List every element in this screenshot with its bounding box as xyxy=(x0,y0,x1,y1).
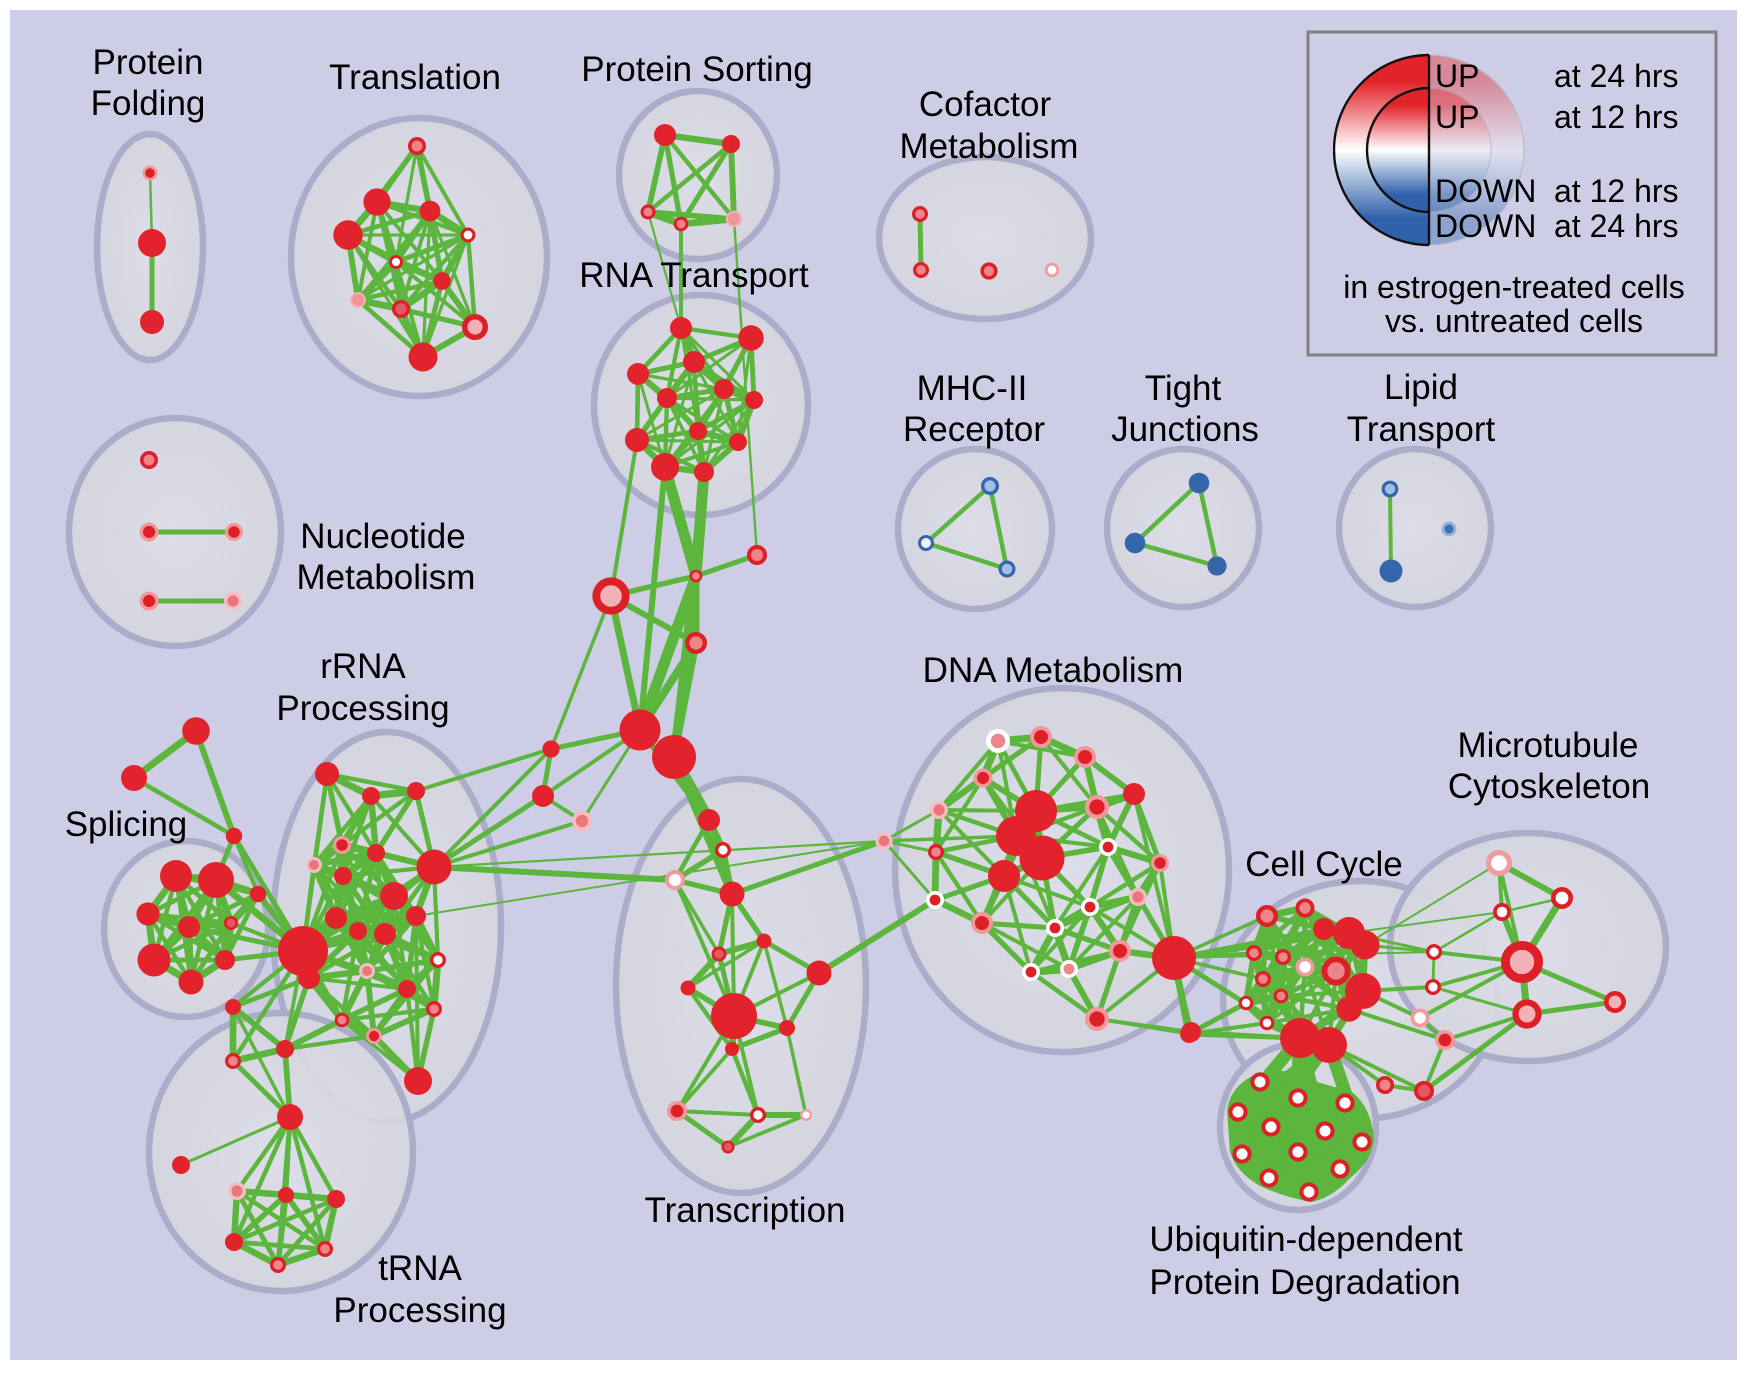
svg-text:Lipid: Lipid xyxy=(1384,368,1458,407)
svg-text:Junctions: Junctions xyxy=(1111,410,1259,449)
svg-text:Cofactor: Cofactor xyxy=(919,85,1052,124)
svg-text:Metabolism: Metabolism xyxy=(900,127,1079,166)
svg-text:in estrogen-treated cells: in estrogen-treated cells xyxy=(1343,269,1685,305)
svg-text:rRNA: rRNA xyxy=(320,647,406,686)
svg-text:Translation: Translation xyxy=(329,58,501,97)
svg-text:Splicing: Splicing xyxy=(65,805,188,844)
svg-text:Transport: Transport xyxy=(1347,410,1496,449)
svg-text:MHC-II: MHC-II xyxy=(917,369,1028,408)
svg-text:DOWN: DOWN xyxy=(1435,173,1536,209)
svg-text:at 12 hrs: at 12 hrs xyxy=(1554,99,1679,135)
svg-text:at 12 hrs: at 12 hrs xyxy=(1554,173,1679,209)
svg-text:UP: UP xyxy=(1435,99,1479,135)
svg-text:DNA Metabolism: DNA Metabolism xyxy=(923,651,1184,690)
svg-text:Tight: Tight xyxy=(1145,369,1222,408)
svg-text:Cytoskeleton: Cytoskeleton xyxy=(1448,767,1650,806)
svg-text:Cell Cycle: Cell Cycle xyxy=(1245,845,1403,884)
svg-text:UP: UP xyxy=(1435,58,1479,94)
svg-text:tRNA: tRNA xyxy=(378,1249,462,1288)
svg-text:DOWN: DOWN xyxy=(1435,208,1536,244)
svg-text:Ubiquitin-dependent: Ubiquitin-dependent xyxy=(1149,1220,1463,1259)
svg-text:Protein Sorting: Protein Sorting xyxy=(581,50,813,89)
svg-text:Protein Degradation: Protein Degradation xyxy=(1149,1263,1460,1302)
svg-text:vs. untreated cells: vs. untreated cells xyxy=(1385,303,1643,339)
svg-text:RNA Transport: RNA Transport xyxy=(579,256,809,295)
svg-text:Metabolism: Metabolism xyxy=(297,558,476,597)
svg-text:Processing: Processing xyxy=(333,1291,506,1330)
svg-text:Transcription: Transcription xyxy=(645,1191,846,1230)
svg-text:at 24 hrs: at 24 hrs xyxy=(1554,208,1679,244)
svg-text:Receptor: Receptor xyxy=(903,410,1045,449)
svg-text:at 24 hrs: at 24 hrs xyxy=(1554,58,1679,94)
svg-text:Folding: Folding xyxy=(91,84,206,123)
svg-text:Nucleotide: Nucleotide xyxy=(300,517,465,556)
svg-text:Microtubule: Microtubule xyxy=(1458,726,1639,765)
svg-text:Processing: Processing xyxy=(276,689,449,728)
svg-text:Protein: Protein xyxy=(93,43,204,82)
